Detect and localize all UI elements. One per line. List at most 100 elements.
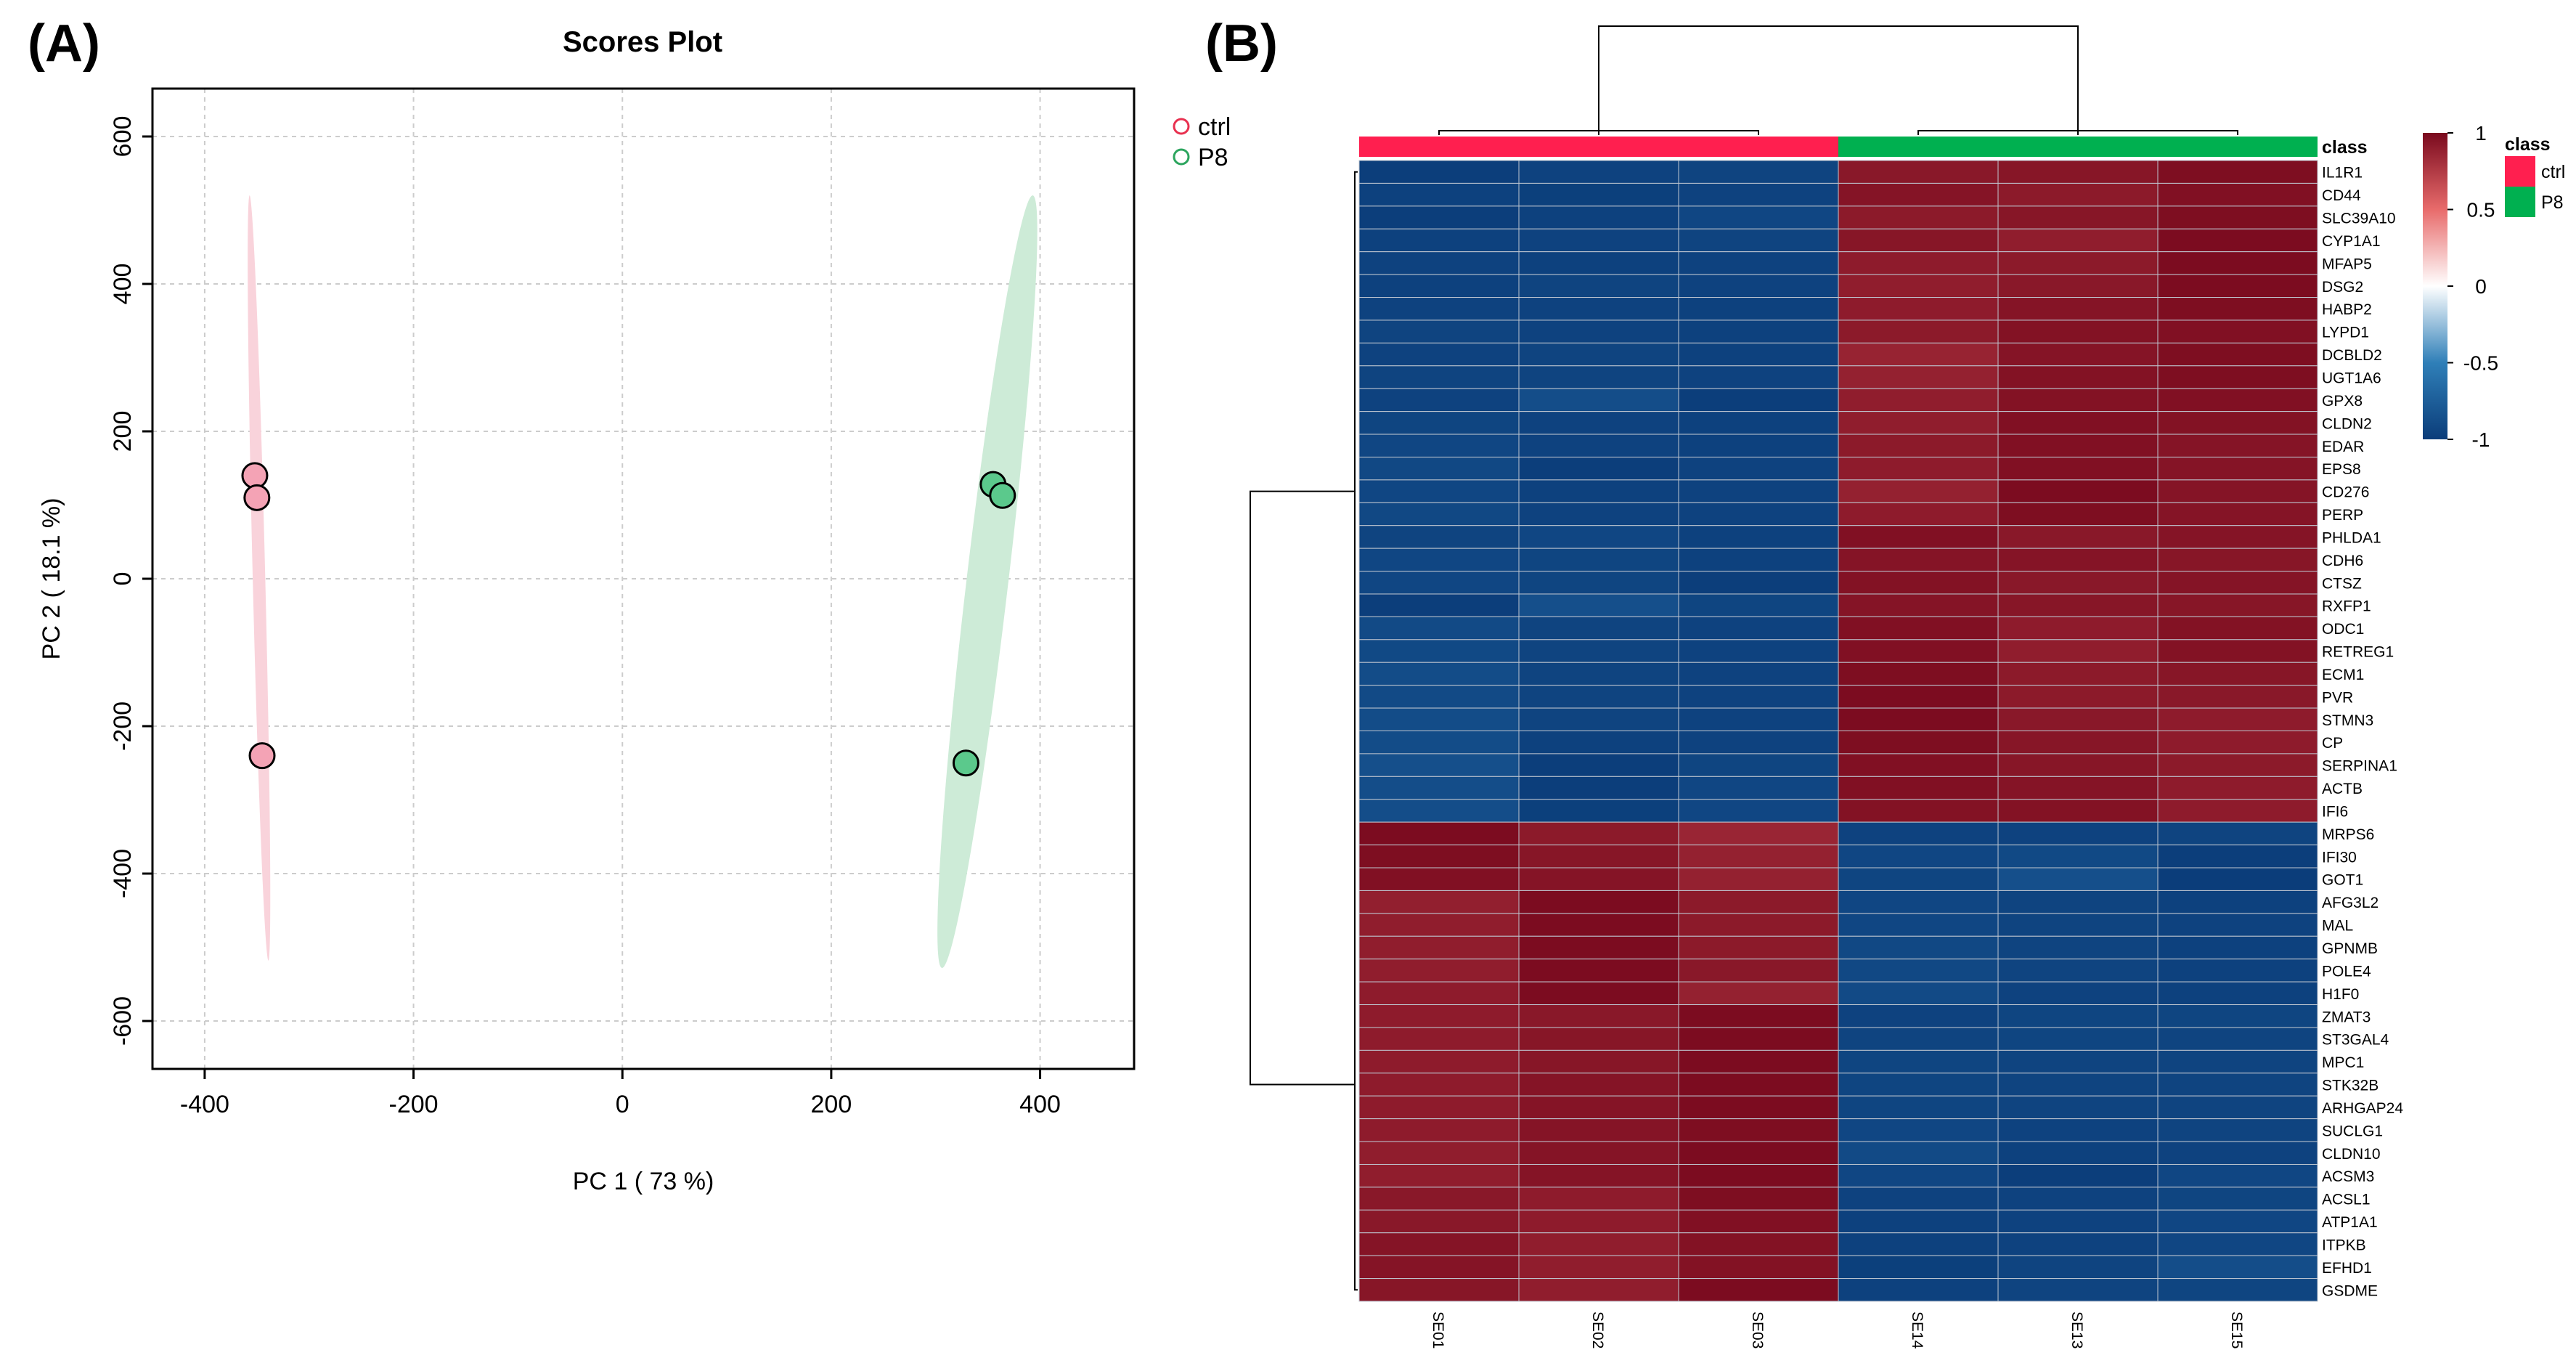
heatmap-cell	[1678, 913, 1839, 937]
x-tick-label: 400	[1019, 1091, 1061, 1118]
heatmap-cell	[1358, 274, 1520, 298]
heatmap-cell	[1997, 342, 2159, 367]
heatmap-cell	[2157, 456, 2318, 481]
heatmap-cell	[1997, 1187, 2159, 1211]
heatmap-cell	[1997, 388, 2159, 412]
heatmap-cell	[1678, 434, 1839, 457]
heatmap-cell	[1678, 731, 1839, 754]
heatmap-cell	[2157, 662, 2318, 686]
heatmap-cell	[2157, 616, 2318, 640]
heatmap-cell	[1358, 799, 1520, 823]
heatmap-cell	[1518, 639, 1679, 663]
heatmap-cell	[1838, 731, 1999, 754]
heatmap-cell	[1997, 890, 2159, 914]
legend-marker-ctrl	[1173, 118, 1190, 135]
heatmap-cell	[1358, 1049, 1520, 1074]
heatmap-cell	[1358, 388, 1520, 412]
gene-label: EDAR	[2322, 439, 2364, 455]
heatmap-cell	[1518, 799, 1679, 823]
heatmap-cell	[1838, 548, 1999, 572]
heatmap-cell	[1678, 639, 1839, 663]
heatmap-cell	[1838, 251, 1999, 275]
heatmap-cell	[1838, 707, 1999, 732]
heatmap-cell	[1678, 502, 1839, 526]
class-legend-swatch-P8	[2505, 187, 2535, 217]
heatmap-cell	[1838, 1163, 1999, 1188]
heatmap-cell	[1997, 434, 2159, 457]
heatmap-cell	[1678, 776, 1839, 800]
heatmap-cell	[2157, 479, 2318, 503]
heatmap-cell	[1838, 981, 1999, 1006]
heatmap-cell	[1358, 1278, 1520, 1302]
heatmap-cell	[1678, 411, 1839, 435]
heatmap-cell	[1678, 1141, 1839, 1165]
heatmap-cell	[1997, 867, 2159, 891]
gene-label: HABP2	[2322, 301, 2372, 318]
heatmap-cell	[1678, 1049, 1839, 1074]
heatmap-cell	[1518, 434, 1679, 457]
heatmap-cell	[1678, 662, 1839, 686]
y-tick-label: -600	[109, 996, 136, 1046]
heatmap-cell	[1518, 525, 1679, 549]
heatmap-cell	[1358, 1255, 1520, 1280]
gene-label: H1F0	[2322, 986, 2359, 1003]
x-axis-label: PC 1 ( 73 %)	[573, 1168, 714, 1195]
heatmap-cell	[1997, 548, 2159, 572]
heatmap-cell	[1518, 707, 1679, 732]
heatmap-cell	[1997, 1095, 2159, 1120]
heatmap-cell	[1518, 206, 1679, 229]
heatmap-cell	[1358, 1187, 1520, 1211]
heatmap-cell	[1518, 228, 1679, 253]
heatmap-cell	[1678, 1118, 1839, 1142]
heatmap-cell	[1358, 845, 1520, 868]
y-tick-label: -400	[109, 849, 136, 898]
heatmap-cell	[1678, 228, 1839, 253]
class-legend-label-P8: P8	[2541, 192, 2564, 213]
gene-label: PERP	[2322, 507, 2363, 524]
heatmap-cell	[1997, 479, 2159, 503]
class-annotation-bar	[1359, 137, 2318, 157]
heatmap-cell	[1838, 479, 1999, 503]
heatmap-cell	[1838, 1118, 1999, 1142]
heatmap-cell	[2157, 320, 2318, 343]
heatmap-cell	[1358, 593, 1520, 617]
heatmap-cell	[1518, 1004, 1679, 1028]
heatmap-cell	[2157, 1232, 2318, 1256]
gene-label: POLE4	[2322, 963, 2371, 980]
heatmap-cell	[1518, 1232, 1679, 1256]
heatmap-cell	[2157, 707, 2318, 732]
heatmap-cell	[1678, 981, 1839, 1006]
heatmap-cell	[1678, 799, 1839, 823]
heatmap-cell	[1358, 502, 1520, 526]
heatmap-cell	[1838, 411, 1999, 435]
heatmap-cell	[1518, 731, 1679, 754]
class-legend-swatch-ctrl	[2505, 156, 2535, 187]
class-bar-cell-ctrl	[1359, 137, 1519, 157]
dendrogram-branch	[1598, 25, 2079, 131]
heatmap-cell	[1518, 411, 1679, 435]
heatmap-cell	[1358, 867, 1520, 891]
heatmap-cell	[1358, 160, 1520, 184]
heatmap-cell	[1997, 160, 2159, 184]
heatmap-cell	[1838, 685, 1999, 709]
heatmap-cell	[1518, 685, 1679, 709]
heatmap-cell	[1997, 1209, 2159, 1234]
class-bar-cell-P8	[1838, 137, 1998, 157]
gene-label: MFAP5	[2322, 256, 2372, 272]
heatmap-cell	[1997, 1232, 2159, 1256]
heatmap-cell	[1997, 639, 2159, 663]
confidence-ellipses	[248, 195, 1038, 968]
heatmap-cell	[1358, 1141, 1520, 1165]
gene-label: CDH6	[2322, 553, 2363, 569]
heatmap-cell	[1838, 616, 1999, 640]
heatmap-cell	[2157, 1209, 2318, 1234]
heatmap-cell	[2157, 388, 2318, 412]
heatmap-cell	[2157, 297, 2318, 321]
heatmap-cell	[1358, 731, 1520, 754]
heatmap-cell	[1838, 525, 1999, 549]
heatmap-cell	[1358, 434, 1520, 457]
y-tick-label: 400	[109, 264, 136, 305]
heatmap-cell	[1997, 753, 2159, 777]
x-axis: -400 -200 0 200 400	[180, 1069, 1061, 1118]
heatmap-cell	[1518, 1255, 1679, 1280]
